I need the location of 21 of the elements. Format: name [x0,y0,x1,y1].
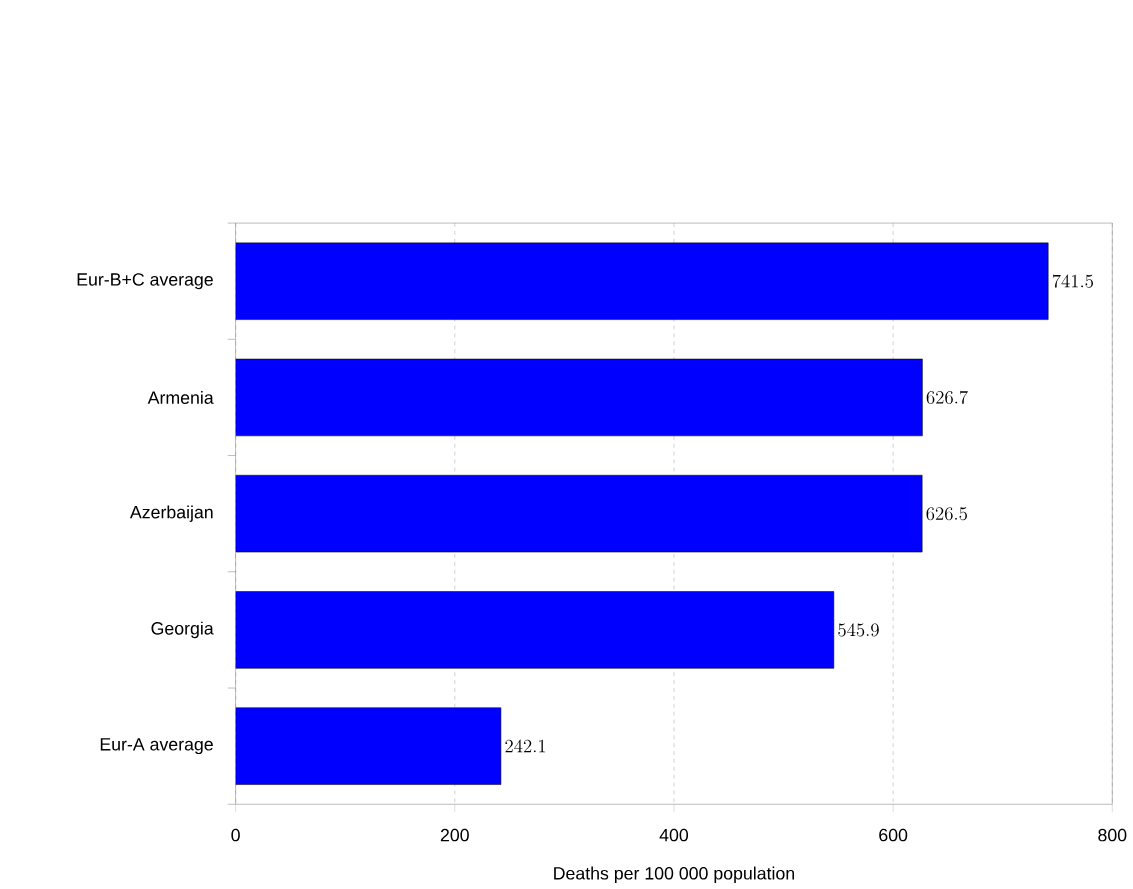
bar [235,707,502,785]
x-tick-label: 0 [231,828,240,842]
bar [235,591,835,669]
y-tick-label: Eur-A average [100,738,213,755]
data-label: 626.5 [926,507,967,521]
bar [235,358,923,437]
data-label: 626.7 [926,390,968,404]
data-label: 545.9 [838,623,879,637]
y-tick-label: Eur-B+C average [77,273,213,290]
x-tick-label: 200 [440,828,469,842]
data-label: 741 .5 [1052,274,1093,288]
y-tick-label: Azerbaijan [129,505,213,522]
data-label: 242. 1 [505,739,546,753]
y-tick-label: Georgia [151,621,214,639]
x-axis-title: Deaths per 100 000 population [554,866,795,884]
x-tick-label: 400 [659,828,689,842]
bar [235,242,1049,320]
x-tick-label: 600 [879,828,908,842]
x-tick-label: 800 [1098,828,1127,842]
bar [235,474,923,553]
y-tick-label: Armenia [147,390,214,404]
